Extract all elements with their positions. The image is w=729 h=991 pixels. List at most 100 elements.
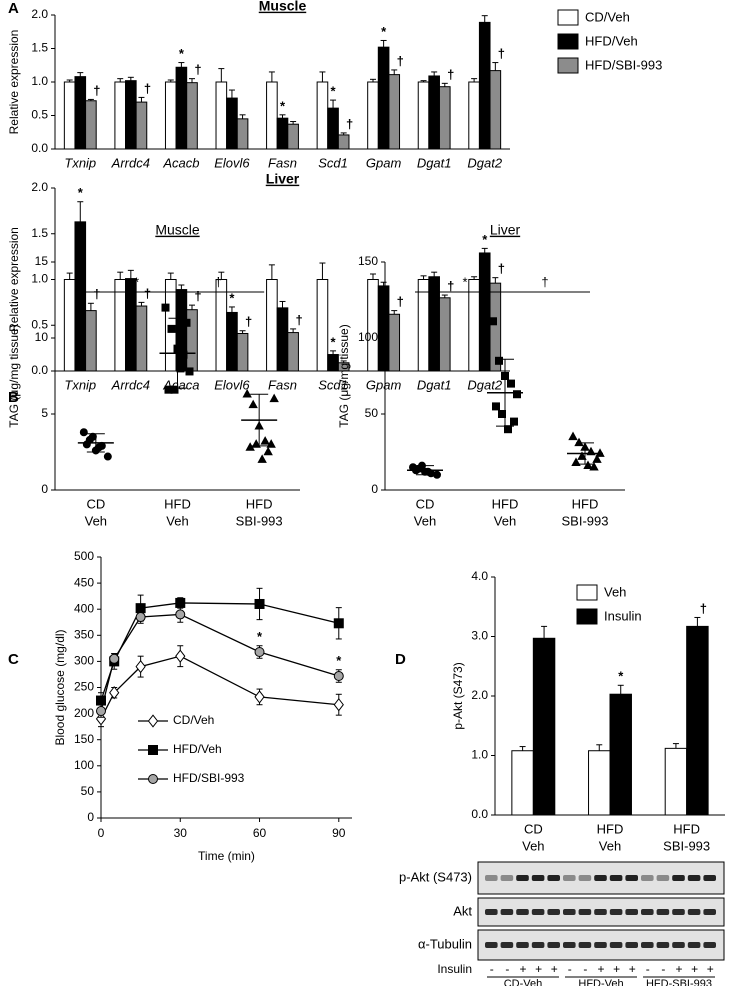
marker (592, 454, 602, 463)
bar (114, 279, 127, 372)
y-tick-label: 2.0 (31, 180, 48, 194)
x-tick-label: HFD (492, 496, 519, 511)
significance-mark: † (447, 67, 454, 82)
blot-band (547, 909, 560, 915)
marker (492, 402, 500, 411)
y-tick-label: 4.0 (471, 569, 488, 583)
marker (175, 609, 186, 620)
bar (74, 221, 87, 372)
x-tick-label: Elovl6 (214, 155, 250, 170)
blot-band (485, 909, 498, 915)
y-tick-label: 200 (74, 706, 94, 720)
blot-band (500, 909, 514, 915)
blot-band (687, 942, 701, 948)
blot-band (672, 942, 685, 948)
blot-band (609, 875, 623, 881)
blot-band (609, 942, 623, 948)
significance-mark: * (381, 24, 387, 39)
blot-band (531, 875, 545, 881)
blot-band (578, 942, 592, 948)
marker (433, 470, 441, 479)
y-tick-label: 50 (365, 406, 379, 420)
blot-band (516, 909, 529, 915)
blot-band (672, 875, 685, 881)
blot-band (516, 942, 529, 948)
chart-title: Liver (266, 171, 300, 187)
y-tick-label: 1.5 (31, 226, 48, 240)
comparison-label: * (462, 274, 467, 289)
bar (215, 81, 228, 150)
chart-title: Muscle (259, 0, 307, 14)
chart-title: Liver (490, 222, 521, 238)
marker (167, 324, 176, 333)
lane-sign: + (691, 962, 698, 976)
blot-row-label: p-Akt (S473) (399, 869, 472, 884)
comparison-label: * (134, 274, 139, 289)
bar (266, 279, 278, 372)
significance-mark: * (78, 185, 84, 200)
y-axis-label: TAG (μg/mg tissue) (337, 324, 351, 427)
marker (254, 598, 265, 609)
bar (236, 118, 249, 150)
chart-title: Muscle (155, 222, 200, 238)
marker (495, 356, 503, 365)
x-tick-label: CD (524, 821, 543, 836)
marker (583, 460, 593, 469)
blot-band (641, 909, 654, 915)
lane-sign: - (505, 962, 509, 976)
significance-mark: * (280, 98, 286, 113)
marker (135, 612, 146, 623)
y-tick-label: 2.0 (471, 688, 488, 702)
marker (513, 390, 521, 399)
y-axis-label: Relative expression (7, 30, 21, 135)
marker (269, 393, 279, 403)
x-tick-label: SBI-993 (562, 513, 609, 528)
bar (175, 66, 188, 150)
bar (63, 81, 76, 150)
x-tick-label: HFD (164, 496, 191, 511)
y-tick-label: 15 (35, 254, 49, 268)
legend-swatch (576, 608, 598, 625)
y-tick-label: 150 (358, 254, 378, 268)
bar (85, 100, 97, 150)
bar (532, 637, 556, 816)
x-tick-label: Dgat1 (417, 155, 452, 170)
lane-sign: + (613, 962, 620, 976)
significance-mark: † (498, 261, 505, 276)
marker (257, 454, 267, 463)
blot-band (703, 942, 716, 948)
x-tick-label: 60 (253, 826, 267, 840)
bar (367, 81, 379, 150)
x-tick-label: Veh (414, 513, 436, 528)
significance-mark: * (257, 629, 263, 644)
marker (94, 443, 103, 452)
marker (568, 431, 578, 441)
y-tick-label: 0 (41, 482, 48, 496)
significance-mark: † (397, 53, 404, 68)
significance-mark: † (93, 287, 100, 302)
marker (96, 705, 106, 716)
lane-sign: + (707, 962, 714, 976)
lane-sign: - (646, 962, 650, 976)
marker (260, 436, 270, 445)
x-tick-label: HFD (673, 821, 700, 836)
marker (82, 440, 91, 449)
x-tick-label: Scd1 (318, 377, 348, 392)
significance-mark: † (447, 278, 454, 293)
blot-band (594, 875, 607, 881)
bar (287, 332, 299, 372)
marker (175, 649, 186, 663)
blot-band (625, 909, 638, 915)
significance-mark: † (144, 286, 151, 301)
lane-sign: + (629, 962, 636, 976)
bar (428, 75, 440, 150)
x-tick-label: CD (416, 496, 435, 511)
lane-sign: + (675, 962, 682, 976)
bar (125, 80, 137, 150)
bar (664, 747, 688, 816)
y-tick-label: 0.0 (31, 363, 48, 377)
panel-label: D (395, 651, 406, 668)
line (100, 655, 339, 720)
blot-band (578, 909, 592, 915)
y-tick-label: 150 (74, 732, 94, 746)
